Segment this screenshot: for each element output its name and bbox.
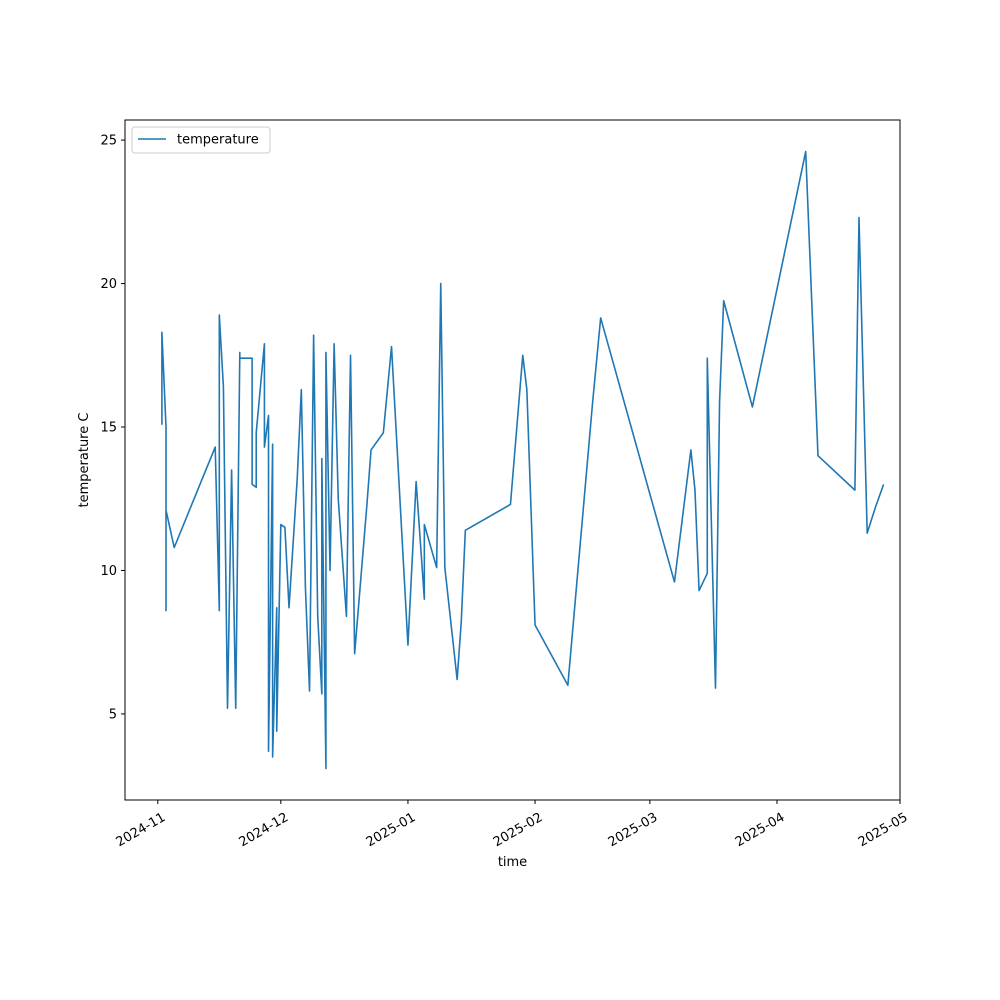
legend-box [131,126,271,154]
y-axis-label: temperature C [77,413,92,508]
y-axis: 5 10 15 20 25 [100,134,125,722]
x-axis-label: time [498,855,527,870]
y-tick-label: 15 [100,421,117,436]
plot-frame [124,119,901,801]
y-tick-label: 25 [100,134,117,149]
y-tick-label: 10 [100,564,117,579]
y-tick-label: 5 [109,707,117,722]
series-line-temperature [161,150,885,770]
plot-area [161,150,885,770]
y-tick-label: 20 [100,277,117,292]
legend-entry-label: temperature [177,133,259,148]
legend: temperature [131,126,271,154]
